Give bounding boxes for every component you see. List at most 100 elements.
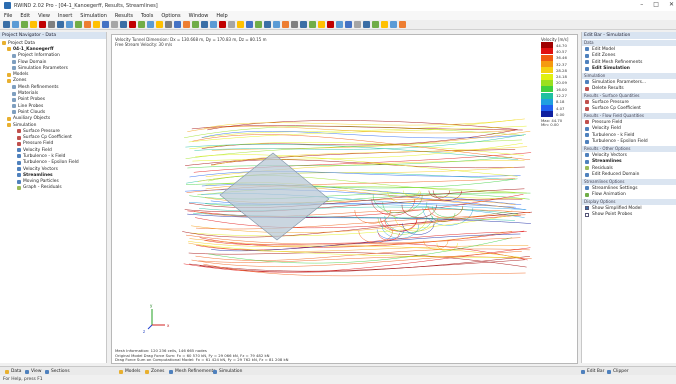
toolbar-button-11[interactable]	[93, 21, 100, 28]
tree-item[interactable]: Mesh Refinements	[2, 84, 106, 90]
minimize-button[interactable]: –	[640, 1, 644, 8]
menu-window[interactable]: Window	[188, 12, 209, 19]
toolbar-button-5[interactable]	[39, 21, 46, 28]
menu-view[interactable]: View	[38, 12, 50, 19]
menu-simulation[interactable]: Simulation	[80, 12, 107, 19]
edit-bar-item[interactable]: Streamlines Settings	[582, 185, 676, 192]
tab-simulation[interactable]: Simulation	[210, 368, 245, 375]
checkbox[interactable]	[585, 206, 589, 211]
tree-item[interactable]: Pressure Field	[2, 141, 106, 147]
toolbar-button-6[interactable]	[48, 21, 55, 28]
tab-models[interactable]: Models	[116, 368, 143, 375]
toolbar-button-35[interactable]	[309, 21, 316, 28]
menu-edit[interactable]: Edit	[20, 12, 31, 19]
tab-mesh-refinements[interactable]: Mesh Refinements	[166, 368, 219, 375]
menu-options[interactable]: Options	[161, 12, 181, 19]
tree-item[interactable]: Surface Cp Coefficient	[2, 134, 106, 140]
toolbar-button-4[interactable]	[30, 21, 37, 28]
edit-bar-item[interactable]: Edit Mesh Refinements	[582, 59, 676, 66]
toolbar-button-30[interactable]	[264, 21, 271, 28]
toolbar-button-2[interactable]	[12, 21, 19, 28]
toolbar-button-36[interactable]	[318, 21, 325, 28]
edit-bar-item[interactable]: Simulation Parameters...	[582, 79, 676, 86]
toolbar-button-37[interactable]	[327, 21, 334, 28]
toolbar-button-25[interactable]	[219, 21, 226, 28]
display-option[interactable]: Show Point Probes	[582, 212, 676, 219]
menu-tools[interactable]: Tools	[140, 12, 154, 19]
menu-help[interactable]: Help	[216, 12, 228, 19]
viewport-3d[interactable]: Velocity Tunnel Dimension: Dx = 130.668 …	[111, 34, 578, 364]
tree-item[interactable]: Project Data	[2, 40, 106, 46]
streamline-scene[interactable]: y x z	[112, 35, 578, 364]
toolbar-button-31[interactable]	[273, 21, 280, 28]
toolbar-button-33[interactable]	[291, 21, 298, 28]
tree-item[interactable]: Velocity Field	[2, 147, 106, 153]
tab-edit-bar[interactable]: Edit Bar	[578, 368, 607, 375]
toolbar-button-19[interactable]	[165, 21, 172, 28]
menu-file[interactable]: File	[4, 12, 13, 19]
tree-item[interactable]: Point Clouds	[2, 109, 106, 115]
tree-item[interactable]: Surface Pressure	[2, 128, 106, 134]
tree-item[interactable]: Models	[2, 71, 106, 77]
tree-item[interactable]: Velocity Vectors	[2, 166, 106, 172]
tab-data[interactable]: Data	[2, 368, 24, 375]
edit-bar-item[interactable]: Turbulence - k Field	[582, 132, 676, 139]
toolbar-button-17[interactable]	[147, 21, 154, 28]
edit-bar-item[interactable]: Flow Animation	[582, 192, 676, 199]
display-option[interactable]: Show Simplified Model	[582, 205, 676, 212]
tab-zones[interactable]: Zones	[142, 368, 167, 375]
tree-item[interactable]: Turbulence - Epsilon Field	[2, 160, 106, 166]
edit-bar-item[interactable]: Edit Model	[582, 46, 676, 53]
toolbar-button-40[interactable]	[354, 21, 361, 28]
toolbar-button-24[interactable]	[210, 21, 217, 28]
edit-bar-item[interactable]: Delete Results	[582, 86, 676, 93]
toolbar-button-44[interactable]	[390, 21, 397, 28]
edit-bar-item[interactable]: Edit Zones	[582, 53, 676, 60]
menu-insert[interactable]: Insert	[57, 12, 73, 19]
tree-item[interactable]: Zones	[2, 78, 106, 84]
toolbar-button-42[interactable]	[372, 21, 379, 28]
toolbar-button-28[interactable]	[246, 21, 253, 28]
tree-item[interactable]: Graph - Residuals	[2, 185, 106, 191]
toolbar-button-21[interactable]	[183, 21, 190, 28]
tree-item[interactable]: Materials	[2, 90, 106, 96]
tab-clipper[interactable]: Clipper	[604, 368, 632, 375]
toolbar-button-38[interactable]	[336, 21, 343, 28]
toolbar-button-9[interactable]	[75, 21, 82, 28]
menu-results[interactable]: Results	[114, 12, 133, 19]
toolbar-button-34[interactable]	[300, 21, 307, 28]
toolbar-button-12[interactable]	[102, 21, 109, 28]
building-model[interactable]	[219, 152, 330, 241]
toolbar-button-10[interactable]	[84, 21, 91, 28]
tab-view[interactable]: View	[22, 368, 44, 375]
edit-bar-item[interactable]: Streamlines	[582, 159, 676, 166]
tree-item[interactable]: Point Probes	[2, 97, 106, 103]
tree-item[interactable]: Streamlines	[2, 172, 106, 178]
tree-item[interactable]: Simulation Parameters	[2, 65, 106, 71]
toolbar-button-39[interactable]	[345, 21, 352, 28]
tree-item[interactable]: Auxiliary Objects	[2, 116, 106, 122]
toolbar-button-41[interactable]	[363, 21, 370, 28]
toolbar-button-14[interactable]	[120, 21, 127, 28]
tree-item[interactable]: 04-1_Kanoegerff	[2, 46, 106, 52]
toolbar-button-15[interactable]	[129, 21, 136, 28]
maximize-button[interactable]: □	[653, 1, 659, 8]
checkbox[interactable]	[585, 212, 589, 217]
toolbar-button-43[interactable]	[381, 21, 388, 28]
tree-item[interactable]: Flow Domain	[2, 59, 106, 65]
toolbar-button-7[interactable]	[57, 21, 64, 28]
tree-item[interactable]: Turbulence - k Field	[2, 153, 106, 159]
edit-bar-item[interactable]: Velocity Field	[582, 126, 676, 133]
toolbar-button-20[interactable]	[174, 21, 181, 28]
toolbar-button-13[interactable]	[111, 21, 118, 28]
edit-bar-item[interactable]: Turbulence - Epsilon Field	[582, 139, 676, 146]
toolbar-button-32[interactable]	[282, 21, 289, 28]
close-button[interactable]: ✕	[668, 1, 674, 8]
toolbar-button-3[interactable]	[21, 21, 28, 28]
toolbar-button-16[interactable]	[138, 21, 145, 28]
toolbar-button-27[interactable]	[237, 21, 244, 28]
toolbar-button-18[interactable]	[156, 21, 163, 28]
edit-bar-item[interactable]: Surface Cp Coefficient	[582, 106, 676, 113]
edit-bar-item[interactable]: Residuals	[582, 165, 676, 172]
edit-bar-item[interactable]: Velocity Vectors	[582, 152, 676, 159]
